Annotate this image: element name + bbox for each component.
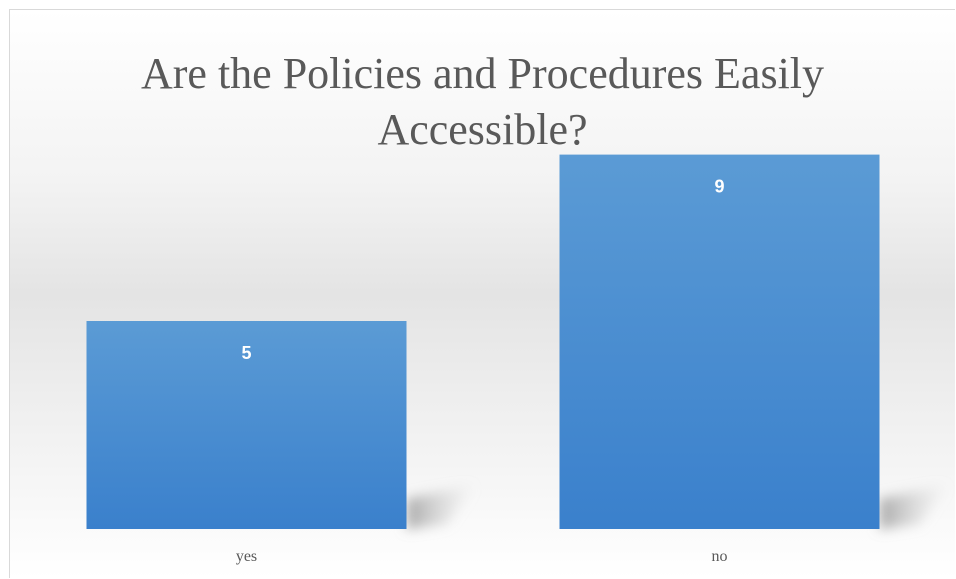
bar-no [559, 154, 880, 529]
bar-shadow-yes [406, 484, 477, 529]
chart-title-line-2: Accessible? [377, 105, 588, 154]
plot-area: 5 9 yes no [86, 154, 950, 565]
data-label-yes: 5 [241, 343, 251, 363]
chart-area: Are the Policies and Procedures Easily A… [9, 9, 955, 578]
chart-title-line-1: Are the Policies and Procedures Easily [140, 49, 825, 98]
data-label-no: 9 [714, 177, 724, 197]
x-tick-label-yes: yes [236, 548, 257, 565]
bar-shadow-no [879, 484, 950, 529]
chart-title: Are the Policies and Procedures Easily A… [10, 46, 955, 158]
bar-yes [86, 321, 407, 529]
x-tick-label-no: no [712, 548, 728, 565]
